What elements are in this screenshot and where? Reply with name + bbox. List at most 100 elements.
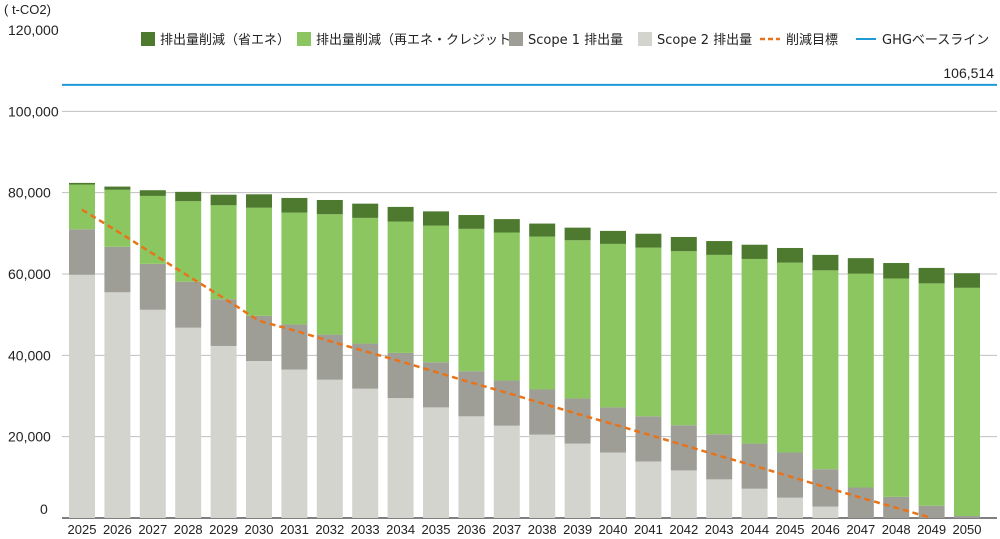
- bar-segment: [246, 315, 272, 362]
- bar-segment: [529, 223, 556, 237]
- bar-segment: [600, 452, 626, 518]
- legend-swatch: [638, 32, 652, 46]
- bar-segment: [246, 194, 272, 208]
- bar-segment: [564, 227, 591, 241]
- bar-segment: [564, 398, 591, 444]
- bar-segment: [918, 283, 945, 506]
- bar-segment: [635, 233, 662, 248]
- bar-segment: [918, 267, 945, 284]
- bar-segment: [69, 184, 95, 230]
- bar-segment: [847, 487, 874, 518]
- bar-segment: [104, 246, 131, 293]
- bar-segment: [812, 270, 839, 470]
- bar-segment: [812, 506, 839, 518]
- bar-segment: [175, 191, 202, 202]
- bar-segment: [777, 452, 803, 498]
- bar-segment: [210, 345, 237, 518]
- bar-segment: [352, 388, 379, 518]
- x-tick-label: 2038: [528, 522, 557, 537]
- x-tick-label: 2033: [351, 522, 380, 537]
- bar-segment: [954, 287, 980, 516]
- bar-segment: [847, 258, 874, 274]
- x-tick-label: 2035: [422, 522, 451, 537]
- x-tick-label: 2029: [209, 522, 238, 537]
- bar-segment: [777, 247, 803, 263]
- bar-segment: [423, 211, 449, 226]
- legend-label: Scope 1 排出量: [528, 33, 623, 48]
- y-tick-label: 60,000: [8, 266, 51, 282]
- x-tick-label: 2044: [740, 522, 769, 537]
- x-tick-label: 2043: [705, 522, 734, 537]
- legend-swatch: [297, 32, 311, 46]
- y-tick-label: 100,000: [8, 103, 59, 119]
- bar-segment: [741, 258, 768, 444]
- y-tick-label: 0: [40, 501, 48, 517]
- legend-label: GHGベースライン: [882, 33, 989, 48]
- x-tick-label: 2049: [917, 522, 946, 537]
- x-tick-label: 2047: [846, 522, 875, 537]
- bar-segment: [316, 214, 343, 335]
- bar-segment: [706, 254, 733, 435]
- bar-segment: [883, 278, 910, 497]
- bar-segment: [458, 215, 485, 229]
- x-tick-label: 2050: [953, 522, 982, 537]
- x-tick-label: 2048: [882, 522, 911, 537]
- y-tick-label: 20,000: [8, 429, 51, 445]
- x-tick-label: 2034: [386, 522, 415, 537]
- bar-segment: [564, 443, 591, 518]
- bar-segment: [670, 251, 697, 426]
- bar-segment: [316, 379, 343, 518]
- bar-segment: [493, 219, 520, 233]
- bar-segment: [281, 197, 308, 213]
- bar-segment: [352, 203, 379, 218]
- bar-segment: [246, 361, 272, 518]
- bar-segment: [706, 241, 733, 255]
- bar-segment: [741, 244, 768, 259]
- bar-segment: [812, 469, 839, 507]
- legend-label: 排出量削減（再エネ・クレジット）: [316, 32, 524, 48]
- bar-segment: [493, 232, 520, 381]
- x-tick-label: 2025: [68, 522, 97, 537]
- x-tick-label: 2030: [245, 522, 274, 537]
- x-tick-label: 2037: [492, 522, 521, 537]
- bar-segment: [529, 389, 556, 435]
- x-tick-label: 2045: [776, 522, 805, 537]
- bar-segment: [635, 247, 662, 417]
- bar-segment: [246, 207, 272, 316]
- ghg-baseline-value: 106,514: [943, 65, 994, 81]
- bar-segment: [564, 240, 591, 399]
- bar-segment: [316, 199, 343, 215]
- y-tick-label: 40,000: [8, 347, 51, 363]
- bar-segment: [777, 262, 803, 453]
- bar-segment: [812, 254, 839, 271]
- reduction-target-line: [81, 208, 932, 520]
- bar-segment: [847, 273, 874, 488]
- bar-segment: [635, 461, 662, 518]
- bar-segment: [458, 416, 485, 518]
- bar-segment: [281, 212, 308, 325]
- bar-segment: [104, 292, 131, 518]
- legend-label: 排出量削減（省エネ）: [160, 32, 290, 48]
- bar-segment: [777, 497, 803, 518]
- bar-segment: [139, 263, 166, 310]
- bar-segment: [954, 515, 980, 518]
- x-tick-label: 2026: [103, 522, 132, 537]
- bar-segment: [635, 416, 662, 462]
- bar-segment: [458, 228, 485, 372]
- bar-segment: [210, 205, 237, 300]
- bar-segment: [706, 479, 733, 518]
- x-tick-label: 2031: [280, 522, 309, 537]
- bar-segment: [352, 217, 379, 344]
- x-tick-label: 2040: [599, 522, 628, 537]
- bar-segment: [670, 236, 697, 252]
- bar-segment: [387, 352, 414, 399]
- bar-segment: [69, 229, 95, 275]
- bar-segment: [600, 243, 626, 408]
- bar-segment: [529, 236, 556, 390]
- bar-segment: [352, 343, 379, 389]
- y-tick-label: 80,000: [8, 185, 51, 201]
- unit-label: ( t-CO2): [4, 2, 51, 17]
- bar-segment: [175, 201, 202, 282]
